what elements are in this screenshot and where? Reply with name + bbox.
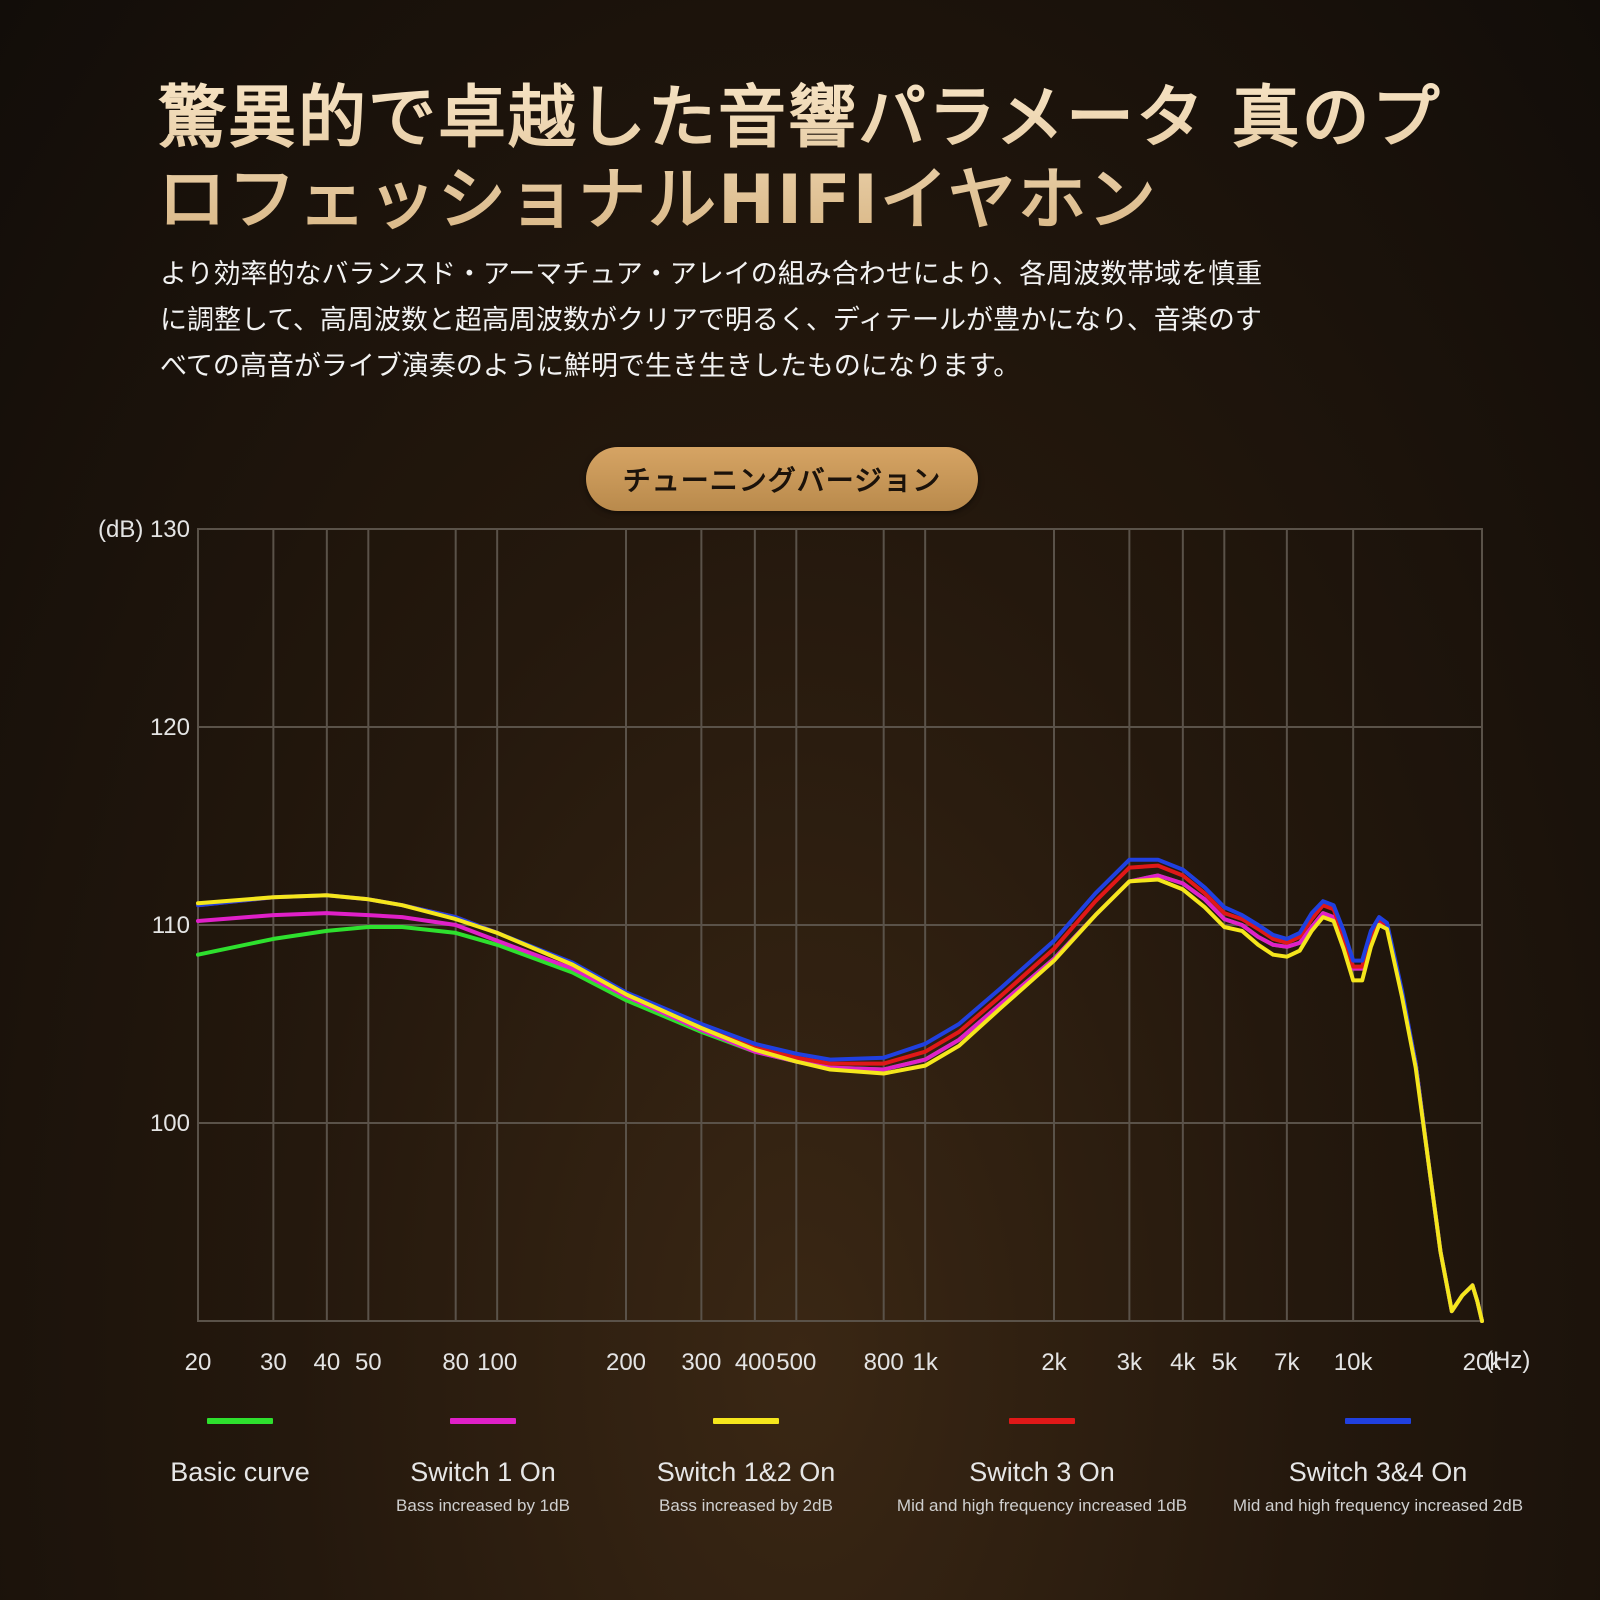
legend-name: Switch 3 On [969,1457,1115,1487]
x-tick-label: 3k [1117,1349,1143,1376]
legend-item: Basic curve [80,1418,400,1488]
x-tick-label: 7k [1274,1349,1300,1376]
x-tick-label: 80 [442,1349,469,1376]
x-tick-label: 1k [912,1349,938,1376]
tuning-version-badge: チューニングバージョン [586,447,978,511]
y-tick-label: 120 [150,714,190,741]
x-tick-label: 800 [864,1349,904,1376]
y-tick-label: 110 [152,912,190,939]
description-line-3: べての高音がライブ演奏のように鮮明で生き生きしたものになります。 [160,351,1021,382]
legend-item: Switch 1 On Bass increased by 1dB [323,1418,643,1520]
legend-item: Switch 3 On Mid and high frequency increa… [882,1418,1202,1520]
legend-swatch [207,1418,273,1424]
legend-description: Mid and high frequency increased 1dB [896,1496,1188,1515]
description-text: より効率的なバランスド・アーマチュア・アレイの組み合わせにより、各周波数帯域を慎… [160,252,1420,390]
description-line-2: に調整して、高周波数と超高周波数がクリアで明るく、ディテールが豊かになり、音楽の… [160,305,1262,336]
legend-item: Switch 1&2 On Bass increased by 2dB [586,1418,906,1520]
legend-description: Bass increased by 1dB [396,1496,570,1515]
legend-description: Bass increased by 2dB [659,1496,833,1515]
x-tick-label: 20 [185,1349,212,1376]
legend-description: Mid and high frequency increased 2dB [1232,1496,1524,1515]
x-tick-label: 400 [735,1349,775,1376]
y-tick-label: 130 [150,516,190,543]
chart-series [196,857,1484,1323]
x-tick-label: 40 [313,1349,340,1376]
x-axis-unit-label: (Hz) [1485,1347,1530,1374]
legend-swatch [1009,1418,1075,1424]
description-line-1: より効率的なバランスド・アーマチュア・アレイの組み合わせにより、各周波数帯域を慎… [160,259,1263,290]
legend-name: Switch 1&2 On [656,1457,836,1487]
x-tick-label: 20k [1463,1349,1503,1376]
y-tick-label: 100 [150,1110,190,1137]
chart-axes: 100 110 120 130 (dB) 20 30 40 50 80 100 200 300 400 50… [98,516,1530,1376]
legend-name: Basic curve [170,1457,310,1487]
x-tick-label: 300 [681,1349,721,1376]
legend-name: Switch 1 On [410,1457,556,1487]
x-tick-label: 30 [260,1349,287,1376]
legend-swatch [450,1418,516,1424]
x-tick-label: 10k [1334,1349,1374,1376]
x-tick-label: 4k [1170,1349,1196,1376]
x-tick-label: 200 [606,1349,646,1376]
x-tick-label: 2k [1041,1349,1067,1376]
series-line [196,863,1484,1323]
x-tick-label: 5k [1212,1349,1238,1376]
x-tick-label: 100 [477,1349,517,1376]
x-tick-label: 50 [355,1349,382,1376]
x-tick-label: 500 [776,1349,816,1376]
series-line [196,877,1484,1323]
tuning-version-label: チューニングバージョン [622,464,942,497]
legend-item: Switch 3&4 On Mid and high frequency incr… [1218,1418,1538,1520]
legend-swatch [1345,1418,1411,1424]
legend-name: Switch 3&4 On [1288,1457,1468,1487]
y-axis-unit-label: (dB) [98,516,143,543]
chart-grid [197,528,1483,1322]
legend-swatch [713,1418,779,1424]
